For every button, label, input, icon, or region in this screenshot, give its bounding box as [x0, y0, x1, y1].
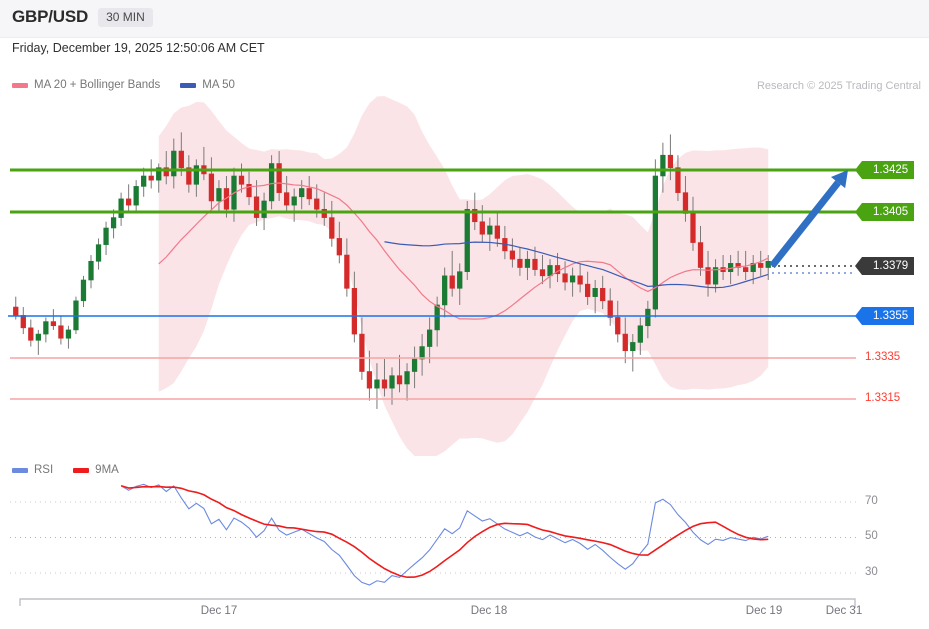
rsi-chart-svg	[10, 483, 856, 586]
header-row: GBP/USD 30 MIN	[12, 7, 153, 27]
ma50-swatch-icon	[180, 82, 197, 88]
price-label-support-5: 1.3315	[865, 392, 901, 404]
price-label-support-4: 1.3335	[865, 351, 901, 363]
price-badge-resistance: 1.3405	[854, 203, 915, 221]
legend-item-ma20: MA 20 + Bollinger Bands	[12, 79, 160, 91]
legend-label-9ma: 9MA	[95, 464, 119, 476]
x-axis-label-0: Dec 17	[200, 605, 238, 617]
timeframe-badge[interactable]: 30 MIN	[98, 7, 153, 27]
legend-item-9ma: 9MA	[73, 464, 119, 476]
x-axis-label-1: Dec 18	[470, 605, 508, 617]
price-badge-value: 1.3355	[873, 310, 909, 322]
price-badge-last-price: 1.3379	[854, 257, 915, 275]
legend-label-rsi: RSI	[34, 464, 54, 476]
price-chart-svg	[8, 96, 856, 456]
rsi-tick-30: 30	[865, 566, 878, 578]
rsi-line	[120, 483, 769, 586]
price-badge-value: 1.3379	[873, 260, 909, 272]
price-chart-panel[interactable]	[0, 96, 929, 456]
rsi-legend: RSI 9MA	[12, 464, 131, 476]
rsi-tick-70: 70	[865, 495, 878, 507]
price-badge-value: 1.3405	[873, 206, 909, 218]
x-axis-svg	[19, 598, 856, 608]
ma9-swatch-icon	[73, 467, 90, 473]
x-axis-line	[19, 598, 856, 608]
x-axis-label-3: Dec 31	[825, 605, 863, 617]
price-legend: MA 20 + Bollinger Bands MA 50	[12, 79, 247, 91]
rsi-tick-50: 50	[865, 530, 878, 542]
quote-datetime: Friday, December 19, 2025 12:50:06 AM CE…	[12, 41, 265, 55]
ma20-line	[158, 182, 769, 320]
symbol-title: GBP/USD	[12, 7, 89, 26]
ma20-swatch-icon	[12, 82, 28, 88]
legend-label-ma50: MA 50	[202, 79, 235, 91]
x-axis-label-2: Dec 19	[745, 605, 783, 617]
price-badge-pivot: 1.3355	[854, 307, 915, 325]
ma50-line	[384, 241, 769, 289]
price-badge-resistance: 1.3425	[854, 161, 915, 179]
arrow-head-icon	[831, 170, 848, 189]
rsi-swatch-icon	[12, 467, 28, 473]
bollinger-band-area	[158, 96, 769, 456]
rsi-9ma-line	[120, 484, 769, 579]
header-band	[0, 0, 929, 38]
price-badge-value: 1.3425	[873, 164, 909, 176]
legend-item-rsi: RSI	[12, 464, 53, 476]
bullish-projection-arrow	[769, 170, 848, 269]
legend-label-ma20: MA 20 + Bollinger Bands	[34, 79, 161, 91]
arrow-shaft	[769, 180, 841, 269]
research-credit: Research © 2025 Trading Central	[756, 80, 921, 92]
rsi-chart-panel[interactable]	[0, 458, 929, 598]
legend-item-ma50: MA 50	[180, 79, 235, 91]
x-axis-panel	[0, 596, 929, 629]
